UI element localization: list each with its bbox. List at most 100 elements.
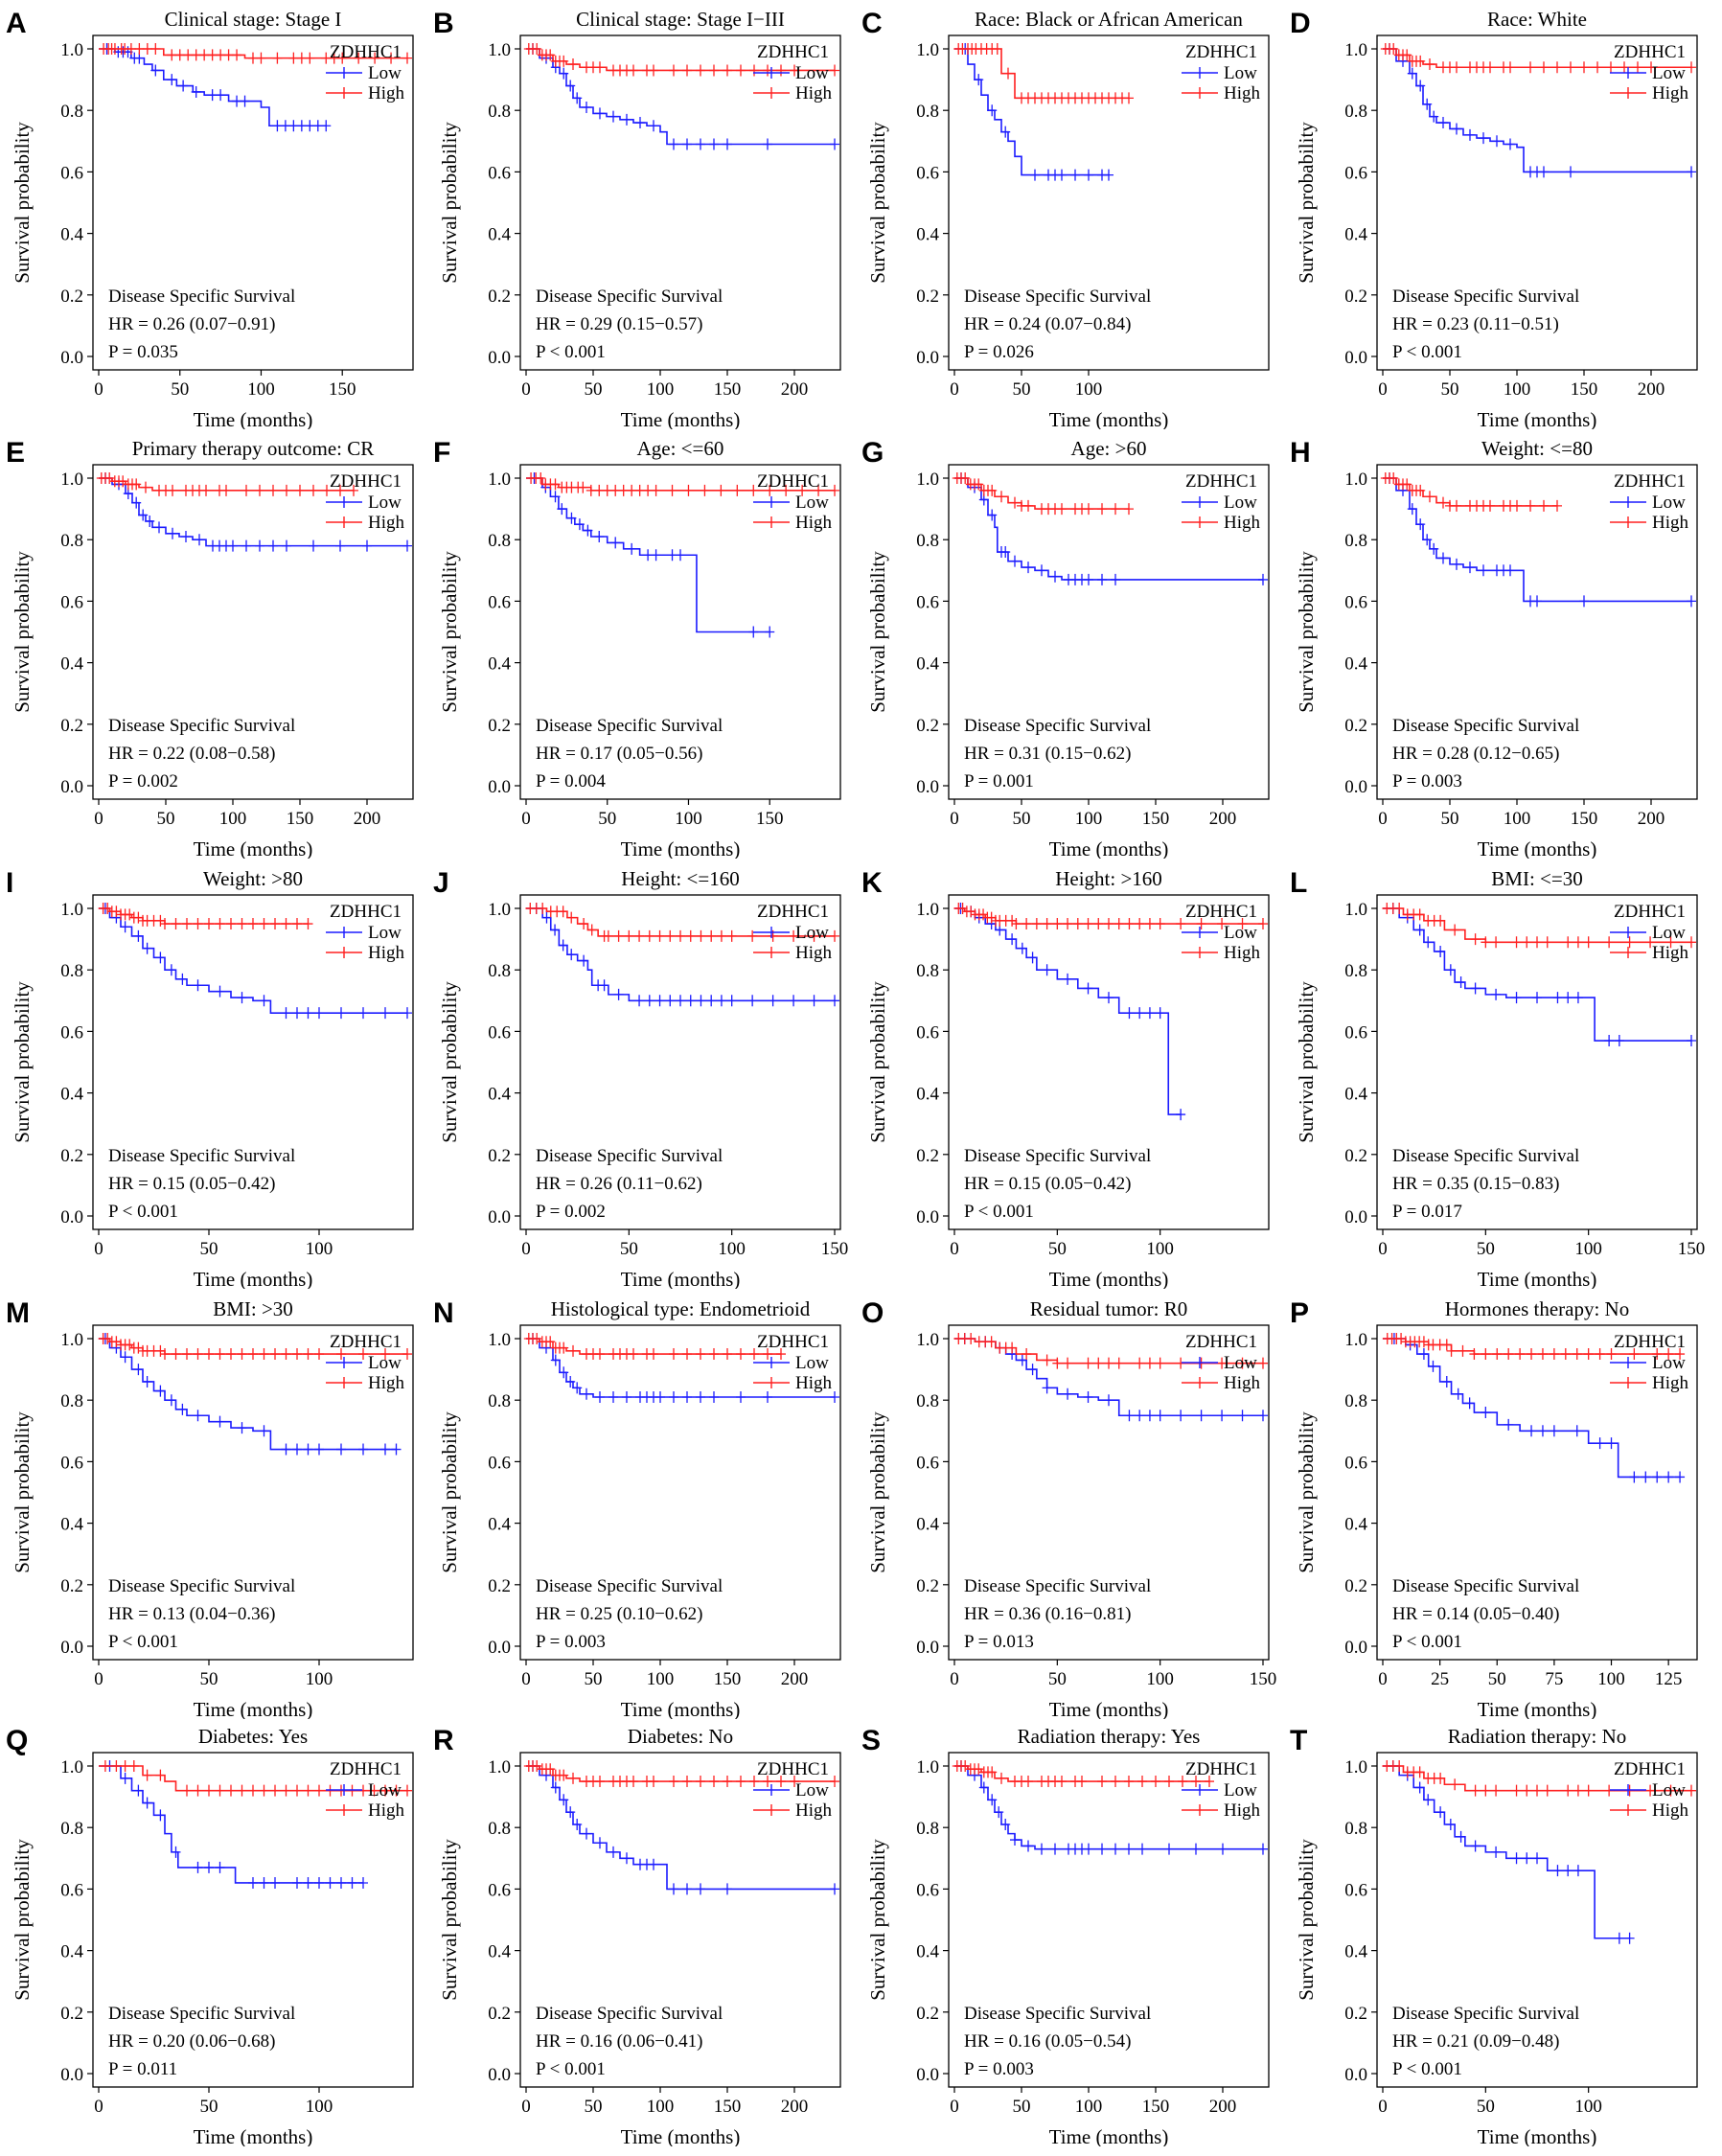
censor-mark-high [559, 1769, 569, 1781]
censor-mark-low [167, 74, 177, 86]
censor-mark-low [765, 626, 775, 638]
censor-mark-low [1050, 1843, 1060, 1855]
censor-mark-high [100, 1760, 110, 1772]
censor-mark-high [1093, 918, 1104, 930]
km-curve-low [526, 48, 835, 146]
censor-mark-low [1566, 166, 1575, 178]
x-tick-label: 125 [1655, 1669, 1683, 1689]
censor-mark-high [1135, 1357, 1145, 1369]
censor-mark-low [1664, 1471, 1674, 1483]
censor-mark-low [1549, 1425, 1559, 1437]
censor-mark-low [1504, 1418, 1514, 1431]
panel-title: Height: >160 [1055, 867, 1162, 890]
y-tick-label: 0.2 [60, 287, 83, 307]
censor-mark-high [1470, 1784, 1481, 1797]
censor-mark-high [1023, 1776, 1033, 1788]
censor-mark-low [1614, 1932, 1624, 1944]
censor-mark-low [1652, 1471, 1663, 1483]
censor-mark-low [193, 1861, 203, 1873]
km-curve-low [1383, 907, 1691, 1042]
censor-mark-high [1687, 1784, 1696, 1797]
hazard-ratio: HR = 0.21 (0.09−0.48) [1392, 2031, 1559, 2052]
censor-mark-high [709, 64, 719, 77]
y-tick-label: 0.0 [916, 777, 939, 797]
x-tick-label: 100 [647, 1669, 675, 1689]
plot-frame [519, 1752, 841, 2088]
censor-mark-high [1604, 936, 1615, 949]
censor-mark-high [1022, 1348, 1032, 1361]
censor-mark-low [1438, 552, 1448, 564]
x-tick-label: 200 [781, 379, 809, 400]
censor-mark-high [568, 1344, 578, 1357]
y-tick-label: 0.8 [916, 531, 939, 551]
censor-mark-high [1633, 61, 1642, 74]
censor-mark-low [120, 921, 130, 933]
p-value: P = 0.004 [536, 771, 606, 791]
km-panel-g: G Age: >60 0.0 0.2 0.4 0.6 0.8 1.0 0 50 100 150 200 T… [861, 437, 1270, 859]
hazard-ratio: HR = 0.26 (0.11−0.62) [536, 1174, 702, 1194]
censor-mark-low [358, 1876, 368, 1889]
x-axis-label: Time (months) [1478, 2125, 1597, 2146]
censor-mark-low [288, 120, 299, 132]
censor-mark-low [747, 995, 758, 1007]
y-tick-label: 0.6 [60, 592, 83, 612]
panel-letter: N [433, 1297, 454, 1329]
censor-mark-low [312, 120, 323, 132]
km-panel-b: B Clinical stage: Stage I−III 0.0 0.2 0.4 0.6… [433, 8, 841, 429]
censor-mark-high [649, 64, 658, 77]
x-tick-label: 150 [287, 809, 314, 829]
censor-mark-high [748, 484, 759, 496]
plot-frame [519, 1324, 841, 1661]
censor-mark-high [736, 1776, 746, 1788]
y-axis-label: Survival probability [1295, 1411, 1318, 1573]
censor-mark-high [1572, 1348, 1582, 1361]
censor-mark-high [629, 1348, 638, 1361]
censor-mark-low [391, 1443, 402, 1456]
censor-mark-low [1084, 1843, 1093, 1855]
censor-mark-low [1505, 564, 1515, 577]
x-tick-label: 100 [718, 1239, 746, 1259]
legend-title: ZDHHC1 [1185, 1759, 1257, 1779]
censor-mark-high [1093, 1357, 1104, 1369]
censor-mark-high [125, 908, 135, 921]
censor-mark-low [763, 1390, 772, 1403]
censor-mark-high [987, 484, 998, 496]
censor-mark-high [1652, 1348, 1663, 1361]
x-tick-label: 50 [1441, 379, 1459, 400]
legend-label-high: High [1652, 1800, 1689, 1821]
censor-mark-high [1458, 1344, 1468, 1357]
y-axis-label: Survival probability [866, 122, 889, 284]
censor-mark-high [259, 1348, 269, 1361]
x-axis-label: Time (months) [1049, 837, 1169, 859]
censor-mark-low [1532, 992, 1542, 1004]
x-axis-label: Time (months) [194, 837, 313, 859]
y-tick-label: 0.0 [1344, 348, 1367, 368]
y-tick-label: 0.2 [916, 287, 939, 307]
x-tick-label: 50 [1477, 1239, 1495, 1259]
x-tick-label: 100 [675, 809, 702, 829]
plot-frame [1376, 1324, 1698, 1661]
censor-mark-low [610, 537, 621, 549]
endpoint-label: Disease Specific Survival [964, 1146, 1151, 1166]
censor-mark-high [669, 1776, 678, 1788]
censor-mark-low [768, 995, 778, 1007]
censor-mark-low [321, 120, 332, 132]
censor-mark-high [797, 484, 808, 496]
censor-mark-high [193, 1348, 203, 1361]
panel-letter: M [6, 1297, 30, 1329]
censor-mark-low [138, 509, 149, 521]
censor-mark-high [281, 918, 291, 930]
censor-mark-low [1037, 1843, 1046, 1855]
censor-mark-high [723, 1776, 732, 1788]
censor-mark-high [1435, 1772, 1446, 1784]
x-tick-label: 200 [1209, 809, 1237, 829]
censor-mark-high [1023, 499, 1033, 512]
censor-mark-low [255, 539, 264, 552]
censor-mark-high [749, 1348, 759, 1361]
censor-mark-low [1104, 992, 1114, 1004]
censor-mark-high [1441, 1339, 1452, 1351]
censor-mark-low [709, 138, 719, 150]
censor-mark-high [1425, 58, 1435, 71]
km-panel-a: A Clinical stage: Stage I 0.0 0.2 0.4 0.6 0.8 1… [6, 8, 414, 429]
censor-mark-high [696, 1348, 705, 1361]
